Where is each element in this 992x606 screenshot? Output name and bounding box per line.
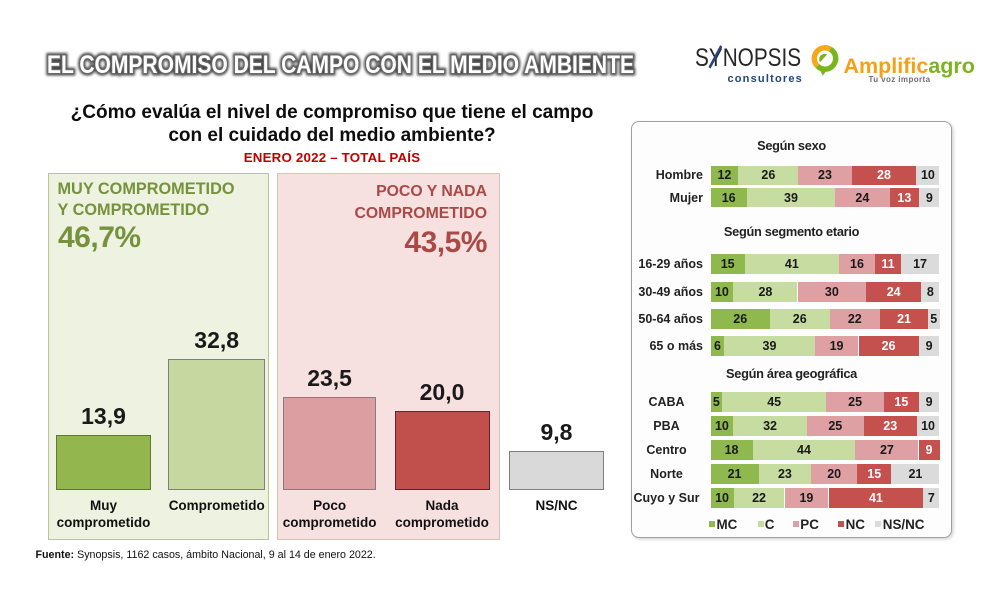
svg-text:EL COMPROMISO DEL CAMPO CON EL: EL COMPROMISO DEL CAMPO CON EL MEDIO AMB…: [47, 51, 634, 79]
svg-text:EL COMPROMISO DEL CAMPO CON EL: EL COMPROMISO DEL CAMPO CON EL MEDIO AMB…: [47, 51, 634, 79]
